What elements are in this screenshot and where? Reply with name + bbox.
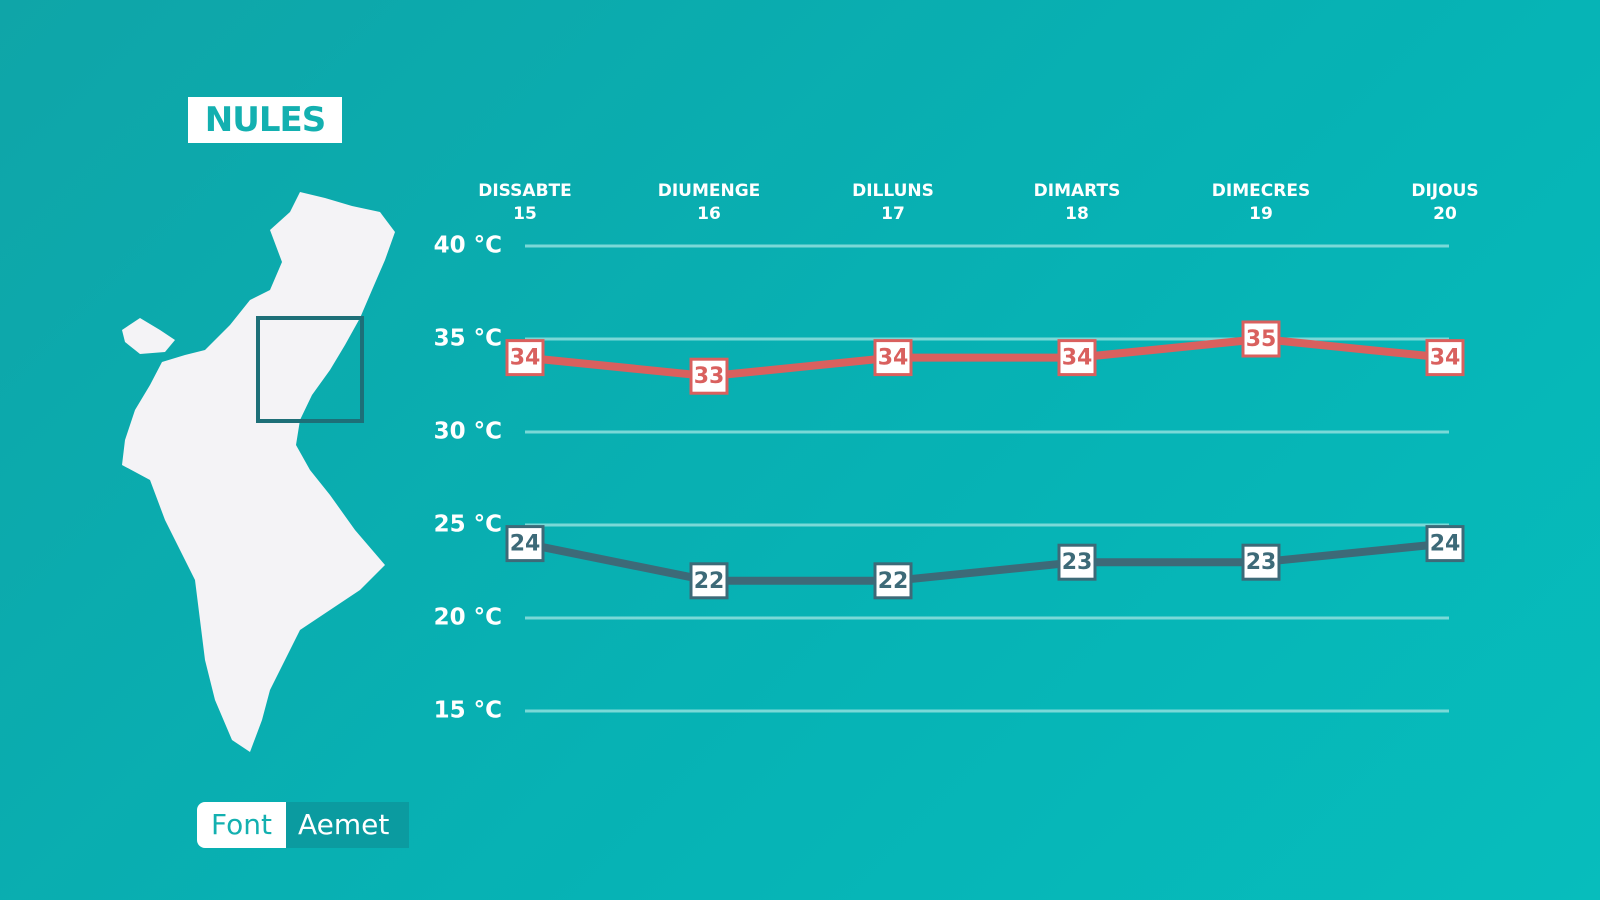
data-label: 33 <box>694 364 725 389</box>
point-marker <box>689 357 729 395</box>
x-tick-label: DIMARTS 18 <box>1033 181 1121 224</box>
point-marker <box>1057 339 1097 377</box>
point-marker <box>1425 339 1465 377</box>
data-label: 34 <box>878 346 909 371</box>
y-tick-label: 15 °C <box>434 698 502 724</box>
y-tick-label: 40 °C <box>434 233 502 259</box>
map <box>122 192 395 752</box>
source-label: Font <box>197 802 286 848</box>
y-tick-label: 20 °C <box>434 605 502 631</box>
data-label: 22 <box>878 569 909 594</box>
point-marker <box>689 562 729 600</box>
source-value: Aemet <box>285 802 410 848</box>
point-marker <box>1241 320 1281 358</box>
y-tick-label: 30 °C <box>434 419 502 445</box>
area-box <box>256 316 364 423</box>
x-tick-label: DILLUNS 17 <box>852 181 934 224</box>
data-label: 24 <box>1430 532 1461 557</box>
data-label: 34 <box>1062 346 1093 371</box>
island <box>122 318 175 354</box>
series-line <box>524 539 1446 585</box>
x-tick-label: DIJOUS 20 <box>1411 181 1479 224</box>
chart-title: NULES <box>188 97 342 143</box>
data-label: 34 <box>1430 346 1461 371</box>
point-marker <box>505 525 545 563</box>
point-marker <box>873 339 913 377</box>
y-tick-label: 25 °C <box>434 512 502 538</box>
data-label: 35 <box>1246 327 1277 352</box>
series-line <box>524 335 1446 381</box>
data-label: 23 <box>1246 550 1277 575</box>
data-label: 22 <box>694 569 725 594</box>
point-marker <box>505 339 545 377</box>
data-label: 24 <box>510 532 541 557</box>
point-marker <box>1425 525 1465 563</box>
source: Font Aemet <box>197 802 410 848</box>
x-tick-label: DISSABTE 15 <box>478 181 572 224</box>
x-tick-label: DIMECRES 19 <box>1211 181 1311 224</box>
data-label: 34 <box>510 346 541 371</box>
x-tick-label: DIUMENGE 16 <box>657 181 761 224</box>
y-tick-label: 35 °C <box>434 326 502 352</box>
point-marker <box>1057 543 1097 581</box>
point-marker <box>1241 543 1281 581</box>
data-label: 23 <box>1062 550 1093 575</box>
point-marker <box>873 562 913 600</box>
